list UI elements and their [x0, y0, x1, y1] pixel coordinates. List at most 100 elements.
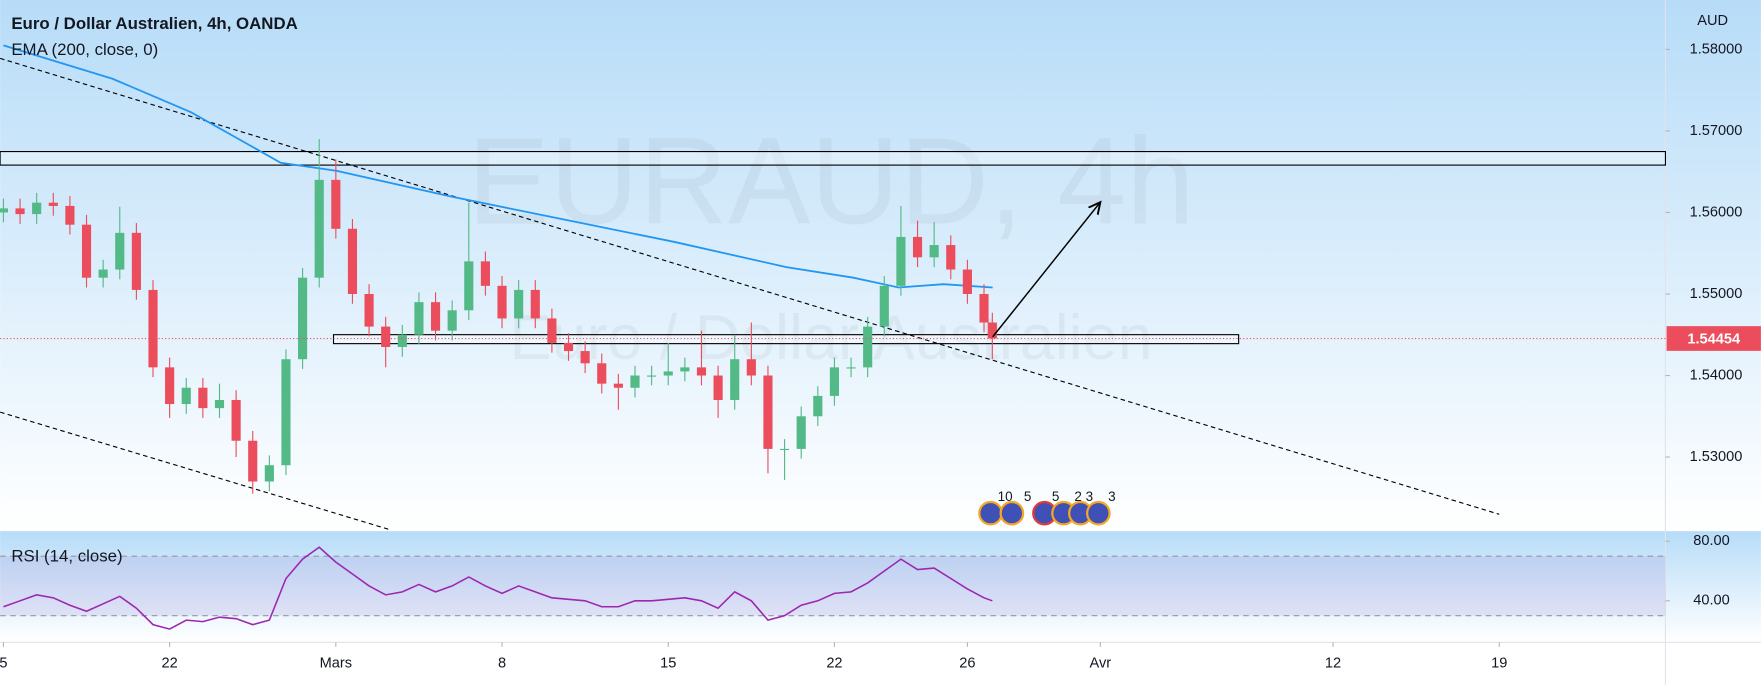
indicator-label: EMA (200, close, 0)	[11, 40, 158, 59]
candle-body	[115, 232, 125, 270]
candle-body	[979, 293, 989, 323]
candle-body	[430, 302, 441, 331]
candle-body	[148, 289, 158, 368]
rsi-title: RSI (14, close)	[11, 546, 122, 565]
trendline	[0, 57, 1500, 515]
event-icon	[1086, 500, 1111, 526]
candle-body	[381, 326, 391, 347]
last-price-box	[1666, 326, 1761, 351]
candle-body	[613, 383, 623, 388]
candle-body	[796, 416, 806, 449]
y-tick-label: 80.00	[1693, 533, 1729, 549]
candle-body	[946, 245, 956, 270]
candle-body	[165, 367, 175, 405]
candle-body	[879, 285, 889, 327]
candle-body	[846, 367, 856, 369]
event-count: 3	[1108, 489, 1116, 504]
y-tick-label: 40.00	[1693, 593, 1729, 609]
candle-body	[746, 359, 756, 376]
candle-body	[630, 375, 640, 388]
candle-body	[331, 179, 341, 229]
candle-body	[65, 205, 75, 225]
candle-body	[198, 387, 208, 409]
candle-body	[347, 228, 358, 294]
candle-body	[514, 289, 524, 319]
arrow	[992, 202, 1101, 338]
candle-body	[298, 277, 308, 360]
candle-body	[647, 375, 657, 377]
candle-body	[563, 342, 574, 352]
candle-body	[580, 351, 590, 364]
watermark: EURAUD, 4h	[467, 113, 1195, 251]
candle-body	[896, 236, 906, 286]
chart-title: Euro / Dollar Australien, 4h, OANDA	[11, 14, 297, 33]
candle-body	[730, 359, 740, 400]
candle-body	[763, 375, 773, 449]
candle-body	[281, 359, 291, 466]
y-tick-label: 1.57000	[1690, 123, 1743, 139]
candle-body	[314, 179, 324, 278]
candle-body	[81, 224, 92, 278]
x-tick-label: 19	[1491, 656, 1507, 672]
candle-body	[15, 208, 25, 215]
candle-body	[780, 448, 790, 451]
event-icon	[999, 500, 1025, 526]
event-icon	[978, 500, 1003, 526]
event-count: 2	[1074, 489, 1082, 504]
candle-body	[98, 269, 108, 278]
candle-body	[48, 202, 58, 206]
candle-body	[397, 334, 407, 347]
candle-body	[987, 322, 997, 339]
zone	[332, 334, 1240, 345]
candle-body	[813, 395, 823, 417]
candle-body	[530, 289, 540, 319]
event-count: 3	[1086, 489, 1094, 504]
trendline	[0, 411, 392, 531]
last-price-label: 1.54454	[1687, 331, 1741, 347]
y-tick-label: 1.54000	[1690, 367, 1743, 383]
candle-body	[929, 245, 939, 258]
rsi-pane	[0, 531, 1761, 643]
candle-body	[32, 202, 42, 215]
x-tick-label: Avr	[1090, 656, 1112, 672]
candle-body	[464, 261, 474, 311]
candle-body	[597, 363, 607, 384]
candle-body	[131, 232, 141, 290]
candle-body	[547, 318, 557, 343]
candle-body	[480, 261, 490, 286]
candle-body	[962, 269, 972, 294]
y-tick-label: 1.56000	[1690, 204, 1743, 220]
main-pane	[0, 0, 1761, 532]
x-tick-label: 15	[660, 656, 676, 672]
ema-line	[3, 44, 993, 289]
candle-body	[863, 326, 873, 368]
candle-body	[231, 399, 241, 441]
candle-body	[0, 208, 9, 213]
rsi-band	[0, 556, 1666, 616]
y-tick-label: 1.53000	[1690, 449, 1743, 465]
candle-body	[181, 387, 191, 405]
x-tick-label: 26	[959, 656, 975, 672]
event-count: 5	[1024, 489, 1032, 504]
candle-body	[248, 440, 258, 482]
candle-body	[364, 293, 374, 327]
zone	[0, 150, 1667, 166]
candle-body	[214, 399, 225, 409]
currency-label: AUD	[1697, 13, 1728, 29]
candle-body	[447, 310, 457, 331]
candle-body	[680, 367, 690, 372]
candle-body	[663, 371, 673, 376]
candle-body	[713, 375, 723, 400]
y-tick-label: 1.55000	[1690, 286, 1743, 302]
candle-body	[497, 285, 507, 319]
x-tick-label: 22	[162, 656, 178, 672]
candle-body	[264, 465, 274, 482]
x-tick-label: 22	[826, 656, 842, 672]
event-count: 5	[1052, 489, 1060, 504]
event-count: 10	[998, 489, 1013, 504]
candle-body	[696, 367, 707, 376]
candle-body	[414, 302, 424, 335]
candle-body	[829, 367, 840, 396]
